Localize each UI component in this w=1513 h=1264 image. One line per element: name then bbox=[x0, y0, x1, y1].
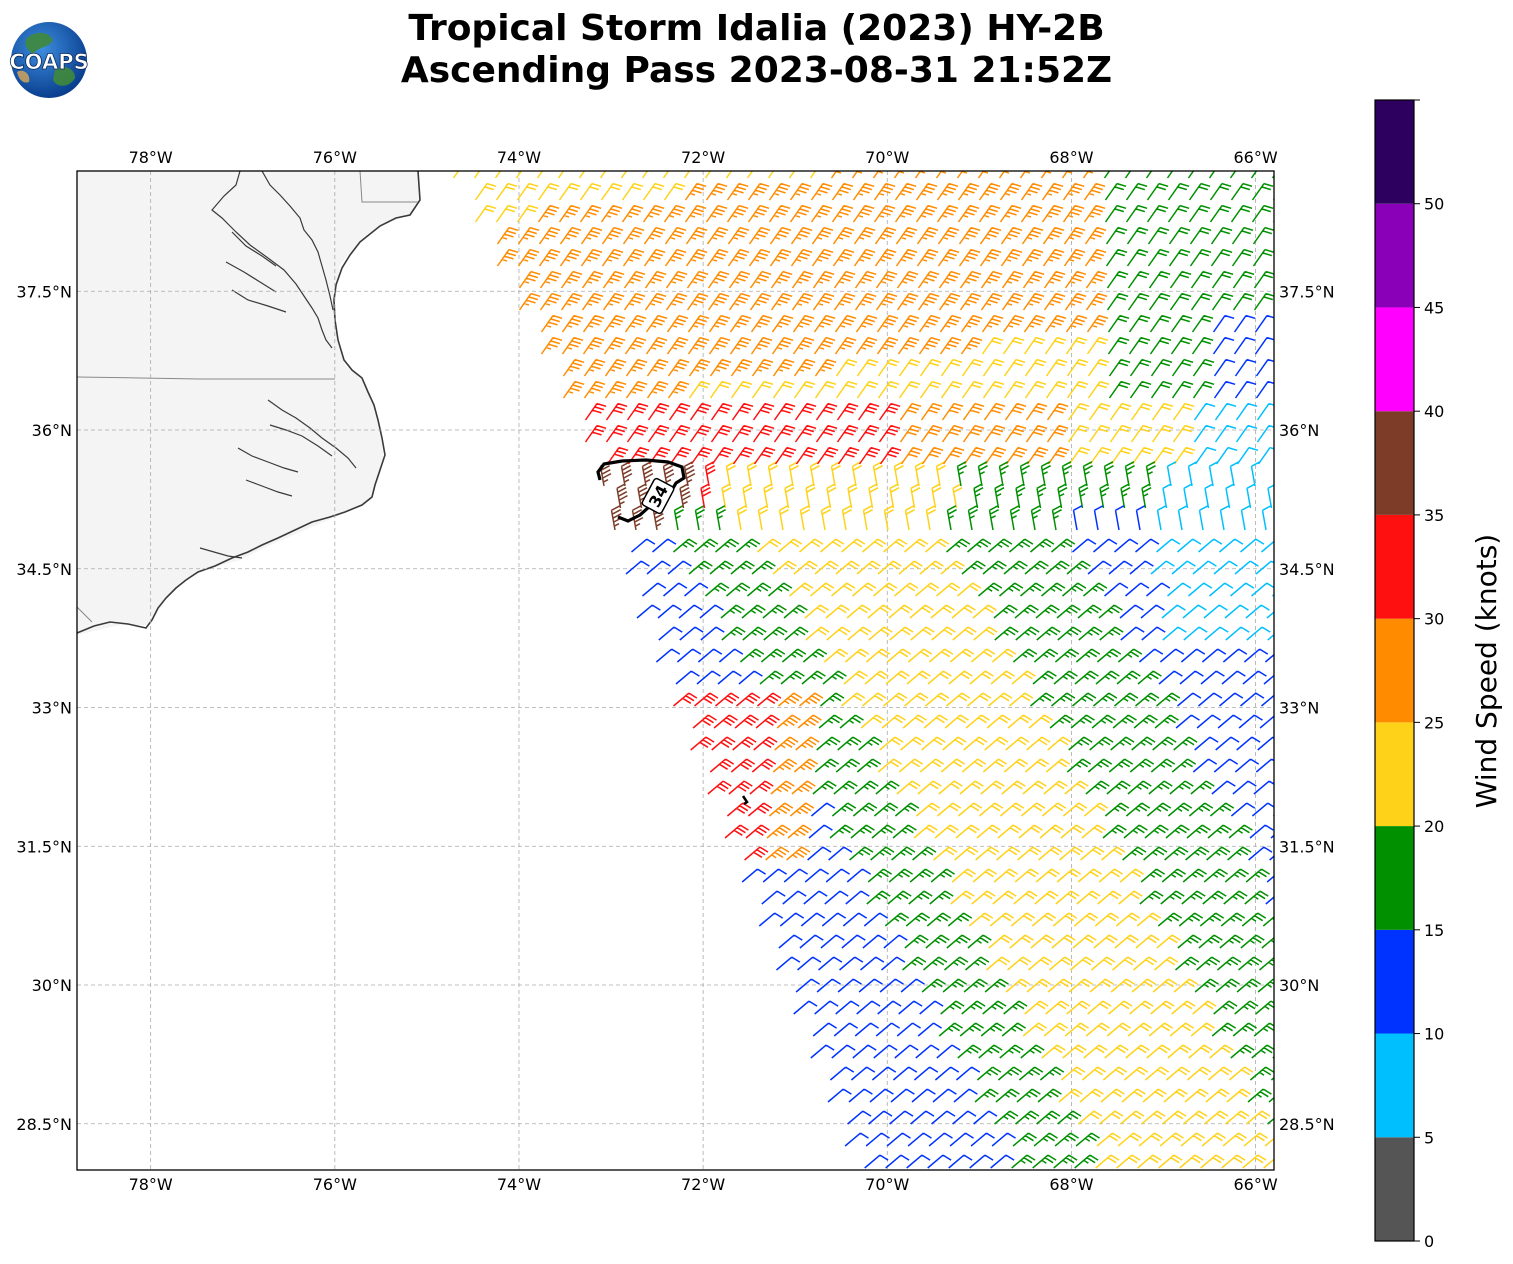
colorbar-tick-0: 0 bbox=[1424, 1232, 1434, 1251]
lat-tick-right-1: 30°N bbox=[1279, 976, 1319, 995]
colorbar bbox=[1375, 100, 1414, 1241]
colorbar-tick-5: 25 bbox=[1424, 713, 1444, 732]
lat-tick-right-6: 37.5°N bbox=[1279, 282, 1335, 301]
lon-tick-top-3: 72°W bbox=[681, 148, 725, 167]
lat-tick-left-3: 33°N bbox=[32, 699, 72, 718]
colorbar-tick-7: 35 bbox=[1424, 506, 1444, 525]
colorbar-bin-8 bbox=[1375, 307, 1414, 412]
wind-barb-group-3 bbox=[625, 314, 1274, 1169]
lon-tick-top-6: 66°W bbox=[1233, 148, 1277, 167]
lat-tick-left-5: 36°N bbox=[32, 421, 72, 440]
latitude-labels-left: 28.5°N 30°N 31.5°N 33°N 34.5°N 36°N 37.5°N bbox=[16, 282, 72, 1134]
colorbar-tick-1: 5 bbox=[1424, 1128, 1434, 1147]
lon-tick-top-1: 76°W bbox=[313, 148, 357, 167]
lon-tick-top-0: 78°W bbox=[129, 148, 173, 167]
colorbar-tick-4: 20 bbox=[1424, 817, 1444, 836]
colorbar-tick-6: 30 bbox=[1424, 610, 1444, 629]
wind-barbs bbox=[452, 171, 1274, 1169]
wind-barb-group-1 bbox=[496, 171, 1109, 861]
colorbar-tick-8: 40 bbox=[1424, 402, 1444, 421]
lon-tick-bottom-5: 68°W bbox=[1049, 1175, 1093, 1194]
colorbar-tick-3: 15 bbox=[1424, 921, 1444, 940]
colorbar-tick-10: 50 bbox=[1424, 195, 1444, 214]
colorbar-bin-10 bbox=[1375, 100, 1414, 204]
colorbar-tick-9: 45 bbox=[1424, 298, 1444, 317]
colorbar-frame bbox=[1374, 99, 1415, 1242]
colorbar-bin-5 bbox=[1375, 618, 1414, 723]
wind-barb-group-2 bbox=[673, 171, 1274, 1169]
colorbar-tick-2: 10 bbox=[1424, 1025, 1444, 1044]
chesapeake-bay bbox=[211, 171, 334, 349]
longitude-labels-bottom: 78°W 76°W 74°W 72°W 70°W 68°W 66°W bbox=[129, 1175, 1278, 1194]
wind-barb-group-4 bbox=[584, 402, 902, 861]
lon-tick-top-5: 68°W bbox=[1049, 148, 1093, 167]
lat-tick-left-4: 34.5°N bbox=[16, 560, 72, 579]
colorbar-bin-3 bbox=[1375, 826, 1414, 930]
lat-tick-right-0: 28.5°N bbox=[1279, 1115, 1335, 1134]
state-border bbox=[77, 171, 418, 623]
land-area bbox=[77, 171, 420, 635]
lat-tick-left-6: 37.5°N bbox=[16, 282, 72, 301]
lon-tick-bottom-0: 78°W bbox=[129, 1175, 173, 1194]
lat-tick-right-3: 33°N bbox=[1279, 699, 1319, 718]
lat-tick-right-4: 34.5°N bbox=[1279, 560, 1335, 579]
colorbar-bin-0 bbox=[1375, 1137, 1414, 1241]
colorbar-ticks: 0 5 10 15 20 25 30 35 40 45 50 bbox=[1414, 99, 1444, 1251]
wind-barb-group-0 bbox=[452, 171, 1274, 1169]
map-frame bbox=[76, 170, 1275, 1171]
lon-tick-top-2: 74°W bbox=[497, 148, 541, 167]
latitude-labels-right: 28.5°N 30°N 31.5°N 33°N 34.5°N 36°N 37.5°N bbox=[1279, 282, 1335, 1134]
colorbar-label: Wind Speed (knots) bbox=[1470, 534, 1503, 808]
lon-tick-bottom-2: 74°W bbox=[497, 1175, 541, 1194]
map-title-line-2: Ascending Pass 2023-08-31 21:52Z bbox=[400, 50, 1113, 91]
wind-contour-34kt-small bbox=[741, 795, 749, 806]
longitude-labels-top: 78°W 76°W 74°W 72°W 70°W 68°W 66°W bbox=[129, 148, 1278, 167]
colorbar-bin-2 bbox=[1375, 929, 1414, 1034]
coastline bbox=[77, 171, 421, 634]
map-title-line-1: Tropical Storm Idalia (2023) HY-2B bbox=[408, 8, 1105, 49]
colorbar-bin-4 bbox=[1375, 722, 1414, 827]
lat-tick-left-0: 28.5°N bbox=[16, 1115, 72, 1134]
pamlico-sound bbox=[199, 399, 357, 559]
coaps-logo: COAPS bbox=[9, 22, 89, 98]
lat-tick-right-2: 31.5°N bbox=[1279, 837, 1335, 856]
logo-text: COAPS bbox=[9, 50, 88, 74]
lon-tick-bottom-1: 76°W bbox=[313, 1175, 357, 1194]
wind-barb-group-5 bbox=[1150, 402, 1274, 641]
lon-tick-bottom-3: 72°W bbox=[681, 1175, 725, 1194]
lat-tick-right-5: 36°N bbox=[1279, 421, 1319, 440]
colorbar-bin-6 bbox=[1375, 514, 1414, 619]
lat-tick-left-2: 31.5°N bbox=[16, 837, 72, 856]
graticule bbox=[77, 171, 1274, 1170]
lon-tick-top-4: 70°W bbox=[865, 148, 909, 167]
lon-tick-bottom-6: 66°W bbox=[1233, 1175, 1277, 1194]
wind-contour-34kt bbox=[596, 458, 686, 523]
lat-tick-left-1: 30°N bbox=[32, 976, 72, 995]
colorbar-bin-7 bbox=[1375, 411, 1414, 515]
lon-tick-bottom-4: 70°W bbox=[865, 1175, 909, 1194]
colorbar-bin-9 bbox=[1375, 203, 1414, 308]
colorbar-bin-1 bbox=[1375, 1033, 1414, 1138]
